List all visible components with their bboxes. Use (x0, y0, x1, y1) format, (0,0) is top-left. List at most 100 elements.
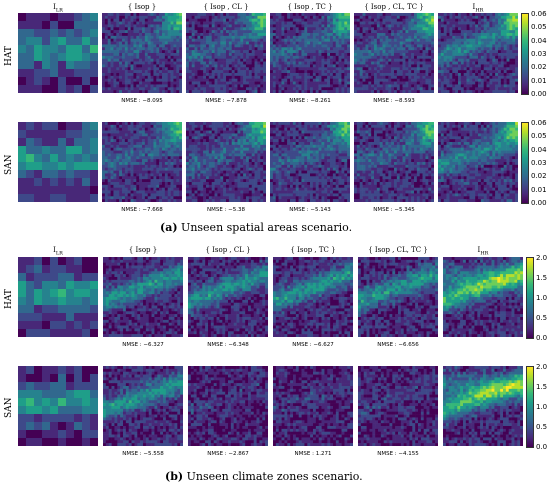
heatmap-cell (124, 64, 129, 68)
heatmap-cell (371, 13, 375, 17)
heatmap-cell (107, 124, 111, 129)
heatmap-cell (385, 78, 389, 82)
heatmap-cell (272, 50, 277, 54)
heatmap-cell (298, 33, 302, 37)
heatmap-cell (159, 87, 163, 91)
heatmap-cell (159, 21, 163, 25)
heatmap-cell (431, 47, 434, 51)
heatmap-cell (176, 87, 180, 91)
heatmap-cell (200, 44, 204, 48)
heatmap-cell (356, 64, 361, 68)
heatmap-cell (472, 70, 476, 74)
heatmap-cell (376, 73, 381, 77)
heatmap-cell (315, 18, 319, 22)
heatmap-cell (356, 53, 361, 57)
heatmap-cell (489, 73, 493, 77)
heatmap-cell (257, 64, 261, 68)
heatmap-cell (127, 55, 131, 60)
heatmap-cell (460, 47, 465, 51)
heatmap-cell (278, 70, 282, 74)
heatmap-cell (408, 44, 412, 48)
heatmap-cell (503, 78, 507, 82)
heatmap-cell (211, 50, 215, 54)
heatmap-cell (176, 179, 180, 183)
heatmap-cell (217, 78, 221, 82)
heatmap-cell (144, 64, 149, 68)
heatmap-cell (173, 199, 177, 202)
heatmap-cell (179, 153, 182, 157)
heatmap-cell (42, 170, 51, 179)
heatmap-cell (240, 75, 244, 80)
heatmap-cell (416, 61, 421, 65)
heatmap-cell (170, 122, 174, 126)
heatmap-cell (304, 38, 308, 42)
heatmap-cell (50, 37, 59, 46)
heatmap-cell (335, 67, 339, 71)
heatmap-cell (443, 64, 447, 68)
heatmap-cell (365, 24, 369, 28)
heatmap-cell (335, 15, 339, 20)
heatmap-cell (127, 81, 131, 85)
heatmap-cell (411, 90, 415, 93)
heatmap-cell (354, 47, 358, 51)
heatmap-cell (107, 58, 111, 62)
heatmap-cell (179, 61, 182, 65)
heatmap-cell (257, 30, 261, 34)
heatmap-cell (58, 154, 67, 163)
heatmap-cell (119, 18, 123, 22)
heatmap-cell (104, 142, 109, 146)
heatmap-cell (113, 162, 117, 166)
heatmap-cell (284, 44, 288, 48)
heatmap-cell (359, 84, 363, 88)
heatmap-cell (254, 84, 258, 88)
heatmap-cell (503, 64, 507, 68)
heatmap-cell (503, 84, 507, 88)
heatmap-cell (347, 70, 350, 74)
heatmap-cell (191, 24, 195, 28)
heatmap-cell (197, 64, 201, 68)
heatmap-cell (110, 139, 114, 143)
heatmap-cell (170, 159, 174, 163)
heatmap-cell (332, 13, 337, 17)
heatmap-cell (220, 55, 224, 60)
heatmap-cell (489, 67, 493, 71)
heatmap-cell (463, 41, 467, 45)
heatmap-cell (368, 24, 372, 28)
heatmap-cell (150, 199, 154, 202)
heatmap-cell (287, 38, 291, 42)
heatmap-cell (142, 78, 146, 82)
heatmap-cell (188, 53, 193, 57)
heatmap-cell (223, 58, 227, 62)
heatmap-cell (411, 44, 415, 48)
heatmap-cell (231, 67, 235, 71)
heatmap-cell (254, 73, 258, 77)
heatmap-cell (385, 41, 389, 45)
heatmap-cell (307, 18, 311, 22)
heatmap-cell (147, 184, 151, 189)
heatmap-cell (159, 150, 163, 154)
heatmap-cell (188, 33, 193, 37)
heatmap-cell (176, 182, 180, 186)
heatmap-cell (416, 44, 421, 48)
heatmap-cell (492, 64, 496, 68)
heatmap-cell (133, 13, 137, 17)
heatmap-cell (133, 18, 137, 22)
heatmap-cell (156, 190, 160, 194)
heatmap-cell (102, 67, 106, 71)
heatmap-cell (142, 159, 146, 163)
heatmap-cell (344, 70, 348, 74)
heatmap-cell (428, 55, 432, 60)
heatmap-cell (243, 33, 247, 37)
heatmap-cell (408, 18, 412, 22)
heatmap-cell (203, 61, 207, 65)
heatmap-cell (399, 73, 403, 77)
heatmap-cell (153, 90, 157, 93)
heatmap-cell (330, 53, 334, 57)
heatmap-cell (124, 182, 129, 186)
heatmap-cell (42, 77, 51, 86)
heatmap-cell (388, 75, 392, 80)
heatmap-cell (50, 138, 59, 147)
heatmap-cell (124, 87, 129, 91)
heatmap-cell (186, 61, 190, 65)
heatmap-cell (176, 27, 180, 31)
